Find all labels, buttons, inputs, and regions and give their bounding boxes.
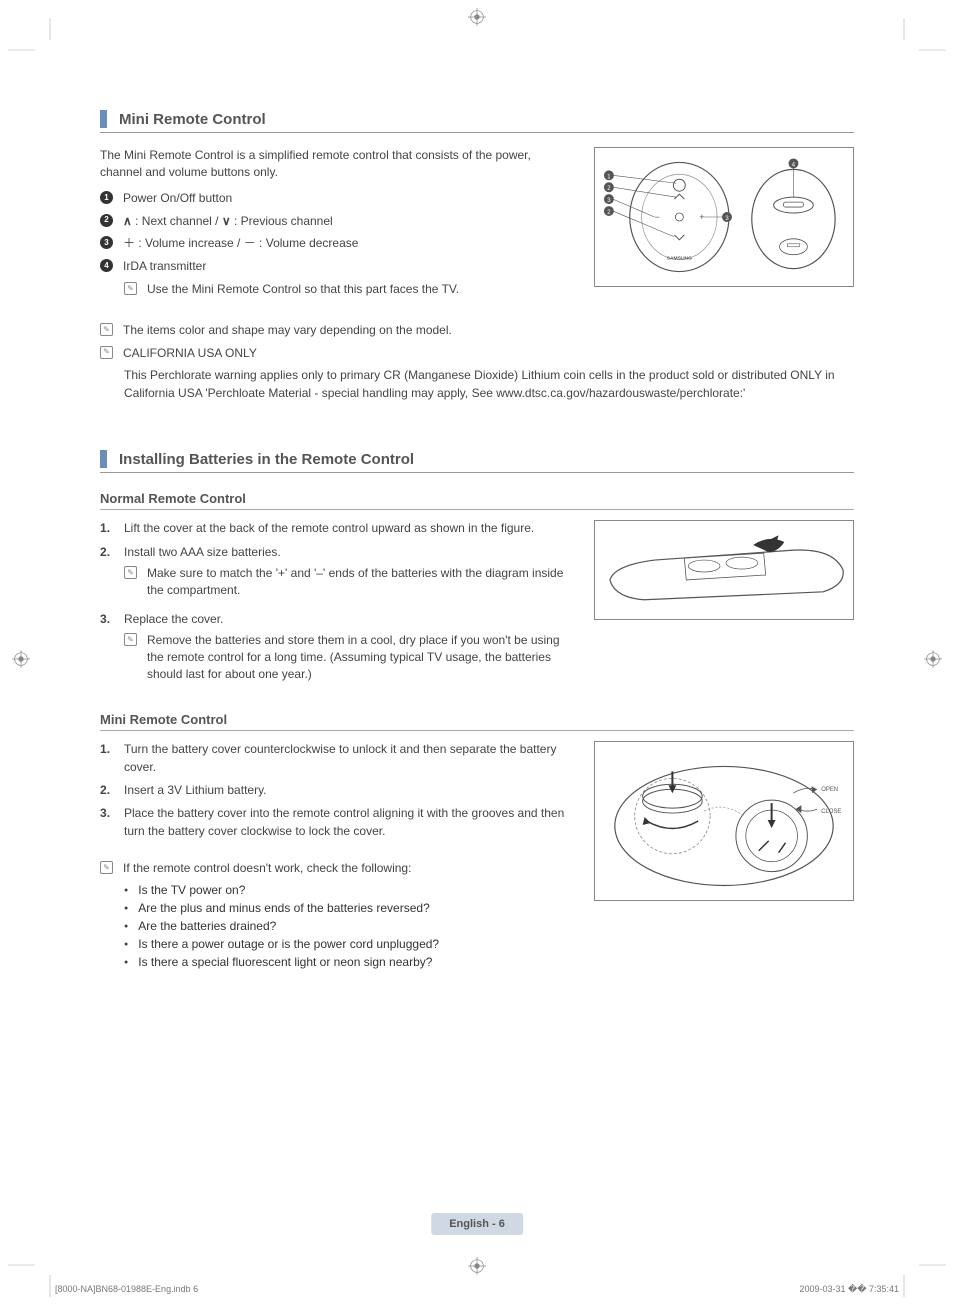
steps-list: Turn the battery cover counterclockwise … [100, 741, 574, 840]
circled-number-icon: 3 [100, 236, 113, 249]
subsection-title: Normal Remote Control [100, 491, 854, 510]
section-header-mini-remote: Mini Remote Control [100, 110, 854, 133]
section-header-installing-batteries: Installing Batteries in the Remote Contr… [100, 450, 854, 473]
bullet-item: Is there a power outage or is the power … [124, 937, 574, 951]
step-item: Install two AAA size batteries. ✎ Make s… [100, 544, 574, 605]
note-item: ✎ If the remote control doesn't work, ch… [100, 860, 574, 877]
print-timestamp: 2009-03-31 �� 7:35:41 [799, 1284, 899, 1295]
item-text: ∧ : Next channel / ∨ : Previous channel [123, 213, 574, 230]
mini-remote-diagram: − + SAMSUNG [594, 147, 854, 287]
circled-number-icon: 1 [100, 191, 113, 204]
troubleshoot-list: Is the TV power on? Are the plus and min… [124, 883, 574, 969]
svg-text:CLOSE: CLOSE [821, 809, 841, 815]
print-footer: [8000-NA]BN68-01988E-Eng.indb 6 2009-03-… [55, 1284, 899, 1295]
section-title: Installing Batteries in the Remote Contr… [119, 451, 414, 468]
circled-number-icon: 4 [100, 259, 113, 272]
list-item: 1 Power On/Off button [100, 190, 574, 207]
note-icon: ✎ [100, 861, 113, 874]
subsection-title: Mini Remote Control [100, 712, 854, 731]
svg-text:−: − [655, 212, 660, 222]
print-file-name: [8000-NA]BN68-01988E-Eng.indb 6 [55, 1284, 198, 1295]
normal-remote-diagram [594, 520, 854, 620]
section-accent-bar-icon [100, 110, 107, 128]
note-icon: ✎ [124, 566, 137, 579]
svg-text:SAMSUNG: SAMSUNG [667, 256, 692, 262]
note-item: ✎ Remove the batteries and store them in… [124, 632, 574, 682]
section-title: Mini Remote Control [119, 111, 266, 128]
note-item: ✎ CALIFORNIA USA ONLY [100, 345, 854, 362]
step-item: Turn the battery cover counterclockwise … [100, 741, 574, 776]
note-text: CALIFORNIA USA ONLY [123, 345, 854, 362]
page-number-badge: English - 6 [431, 1213, 523, 1235]
note-text: If the remote control doesn't work, chec… [123, 860, 574, 877]
note-icon: ✎ [100, 323, 113, 336]
chevron-up-icon: ∧ [123, 214, 132, 228]
step-item: Lift the cover at the back of the remote… [100, 520, 574, 537]
item-text: ＋ : Volume increase / － : Volume decreas… [123, 235, 574, 252]
note-text: Make sure to match the '+' and '–' ends … [147, 565, 574, 599]
circled-number-icon: 2 [100, 214, 113, 227]
note-item: ✎ The items color and shape may vary dep… [100, 322, 854, 339]
chevron-down-icon: ∨ [222, 214, 231, 228]
svg-text:OPEN: OPEN [821, 788, 838, 794]
list-item: 3 ＋ : Volume increase / － : Volume decre… [100, 235, 574, 252]
bullet-item: Are the batteries drained? [124, 919, 574, 933]
note-item: ✎ Make sure to match the '+' and '–' end… [124, 565, 574, 599]
list-item: 4 IrDA transmitter [100, 258, 574, 275]
bullet-item: Is the TV power on? [124, 883, 574, 897]
note-icon: ✎ [124, 282, 137, 295]
step-item: Replace the cover. ✎ Remove the batterie… [100, 611, 574, 689]
step-item: Insert a 3V Lithium battery. [100, 782, 574, 799]
bullet-item: Are the plus and minus ends of the batte… [124, 901, 574, 915]
svg-text:2: 2 [607, 210, 610, 216]
note-text: Remove the batteries and store them in a… [147, 632, 574, 682]
item-text: IrDA transmitter [123, 258, 574, 275]
note-text: Use the Mini Remote Control so that this… [147, 281, 574, 298]
mini-remote-battery-diagram: OPEN CLOSE [594, 741, 854, 901]
note-body: This Perchlorate warning applies only to… [124, 367, 854, 402]
svg-text:+: + [699, 212, 704, 222]
section-accent-bar-icon [100, 450, 107, 468]
item-text: Power On/Off button [123, 190, 574, 207]
bullet-item: Is there a special fluorescent light or … [124, 955, 574, 969]
intro-text: The Mini Remote Control is a simplified … [100, 147, 574, 182]
note-text: The items color and shape may vary depen… [123, 322, 854, 339]
note-icon: ✎ [124, 633, 137, 646]
note-icon: ✎ [100, 346, 113, 359]
step-item: Place the battery cover into the remote … [100, 805, 574, 840]
svg-text:2: 2 [607, 186, 610, 192]
note-item: ✎ Use the Mini Remote Control so that th… [124, 281, 574, 298]
list-item: 2 ∧ : Next channel / ∨ : Previous channe… [100, 213, 574, 230]
steps-list: Lift the cover at the back of the remote… [100, 520, 574, 688]
